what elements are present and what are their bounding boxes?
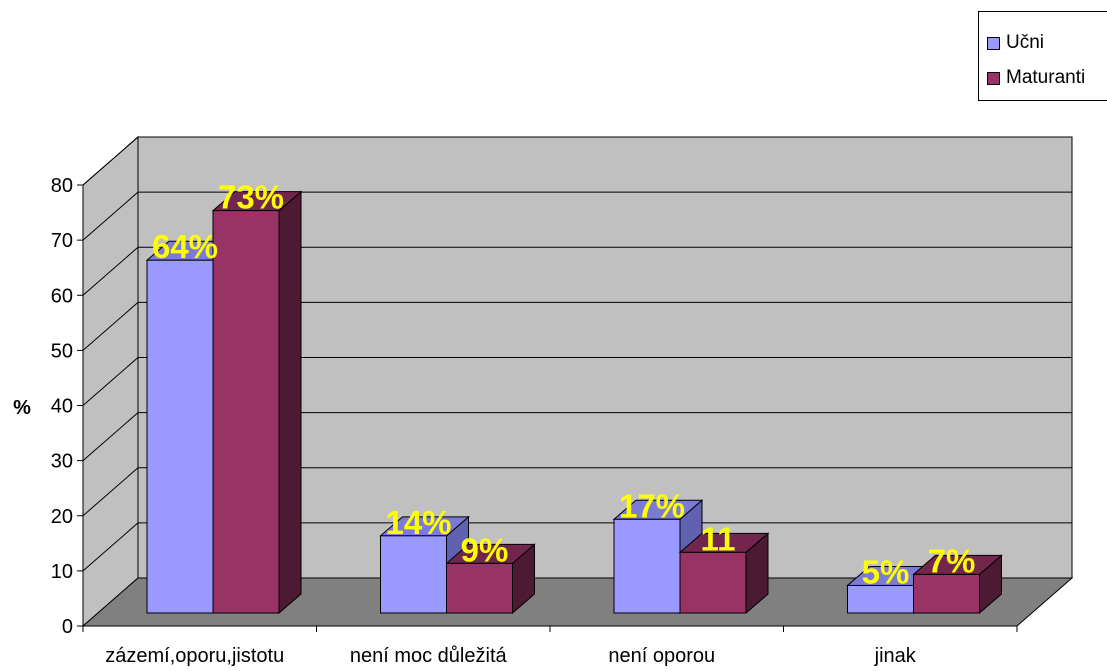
- category-label: jinak: [874, 645, 917, 667]
- bar-front: [913, 573, 980, 614]
- y-tick-labels: 0 10 20 30 40 50 60 70 80: [51, 175, 73, 638]
- bar: [912, 554, 1003, 615]
- bar-front: [613, 518, 681, 614]
- bar-front: [679, 551, 747, 614]
- data-label: 7%: [928, 542, 976, 579]
- category-label: není moc důležitá: [350, 645, 508, 667]
- legend-label-maturanti: Maturanti: [1006, 67, 1086, 88]
- category-labels: zázemí,oporu,jistotu není moc důležitá nen…: [105, 645, 917, 667]
- gridline: [82, 467, 1072, 517]
- data-labels: 64%73% 14% 9% 17% 11 5% 7%: [152, 179, 975, 591]
- gridline: [82, 301, 1072, 351]
- gridlines: [82, 136, 1072, 572]
- y-tick-label: 50: [51, 340, 73, 362]
- legend-label-ucni: Učni: [1006, 32, 1045, 53]
- y-tick-label: 60: [51, 285, 73, 307]
- data-label: 73%: [218, 179, 284, 216]
- legend-swatch-ucni: [987, 36, 1000, 50]
- data-label: 17%: [619, 487, 685, 524]
- legend-item-ucni: Učni: [987, 32, 1044, 54]
- bars: [145, 190, 1003, 615]
- gridline: [82, 136, 1072, 186]
- legend: Učni Maturanti: [978, 11, 1107, 101]
- y-tick-label: 10: [51, 561, 73, 583]
- y-tick-label: 30: [51, 451, 73, 473]
- bar: [211, 190, 303, 615]
- bar: [678, 532, 770, 615]
- gridline: [82, 357, 1072, 406]
- bar-front: [212, 210, 280, 614]
- y-tick-label: 80: [51, 175, 73, 197]
- y-tick-label: 70: [51, 230, 73, 252]
- y-tick-label: 20: [51, 506, 73, 528]
- bar-front: [146, 259, 214, 614]
- y-tick-label: 0: [62, 616, 73, 638]
- axes: [77, 184, 1018, 632]
- data-label: 9%: [461, 531, 509, 568]
- category-label: zázemí,oporu,jistotu: [105, 645, 284, 667]
- bar-front: [380, 535, 447, 614]
- bar-side: [278, 190, 302, 615]
- gridline: [82, 522, 1072, 572]
- data-label: 5%: [862, 553, 910, 590]
- y-axis-label: %: [13, 397, 31, 419]
- data-label: 14%: [385, 504, 451, 541]
- gridline: [82, 191, 1072, 241]
- y-tick-label: 40: [51, 396, 73, 418]
- legend-item-maturanti: Maturanti: [987, 67, 1085, 89]
- bar: [445, 543, 536, 615]
- legend-swatch-maturanti: [987, 71, 1000, 85]
- bar-front: [446, 562, 513, 614]
- data-label: 64%: [152, 228, 218, 265]
- data-label: 11: [701, 520, 736, 557]
- gridline: [82, 412, 1072, 462]
- gridline: [82, 246, 1072, 296]
- category-label: není oporou: [608, 645, 715, 667]
